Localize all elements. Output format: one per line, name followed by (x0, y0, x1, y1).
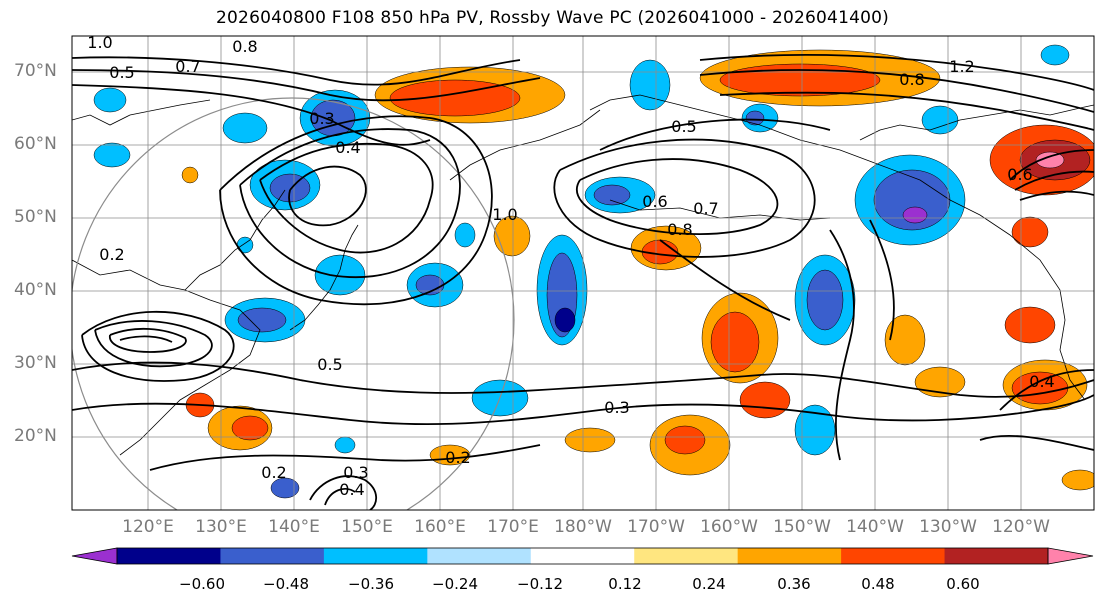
lon-label: 130°E (195, 517, 247, 537)
contour-label: 1.2 (949, 57, 974, 76)
colorbar-segment (323, 548, 428, 564)
lat-label: 70°N (14, 61, 57, 81)
contour-label: 0.7 (175, 57, 200, 76)
colorbar-segment (737, 548, 842, 564)
contour-label: 0.8 (667, 220, 692, 239)
contour-labels: 1.0 0.80.70.50.20.30.41.20.60.80.30.20.40… (87, 33, 1054, 499)
colorbar-tick-label: −0.12 (517, 575, 563, 593)
colorbar-extend-low (71, 547, 118, 565)
colorbar-tick-label: 0.36 (777, 575, 811, 593)
colorbar-segment (220, 548, 325, 564)
colorbar-frame (116, 547, 1049, 565)
colorbar-segment (634, 548, 739, 564)
colorbar-segment (530, 548, 635, 564)
lon-label: 120°W (992, 517, 1050, 537)
anomaly-shading (93, 44, 1094, 499)
contour-label: 0.3 (343, 463, 368, 482)
colorbar-tick-label: −0.48 (263, 575, 309, 593)
pv-contours (72, 53, 1094, 510)
contour-label: 0.5 (109, 63, 134, 82)
lon-label: 160°E (414, 517, 466, 537)
colorbar-extend-high (1047, 547, 1094, 565)
contour-label: 1.0 (492, 205, 517, 224)
lon-label: 150°E (341, 517, 393, 537)
contour-label: 0.5 (671, 117, 696, 136)
lon-label: 140°E (268, 517, 320, 537)
contour-label: 0.8 (232, 37, 257, 56)
contour-label: 0.5 (317, 355, 342, 374)
colorbar-segment (427, 548, 532, 564)
colorbar-segment (117, 548, 221, 564)
contour-label: 0.8 (899, 70, 924, 89)
contour-label: 0.4 (335, 138, 360, 157)
colorbar-tick-label: −0.36 (348, 575, 394, 593)
contour-label: 0.2 (99, 245, 124, 264)
colorbar-segment (841, 548, 946, 564)
lat-label: 40°N (14, 280, 57, 300)
lat-label: 20°N (14, 426, 57, 446)
map-frame (71, 35, 1095, 511)
lon-label: 150°W (773, 517, 831, 537)
lon-label: 180°W (554, 517, 612, 537)
contour-label: 0.6 (1007, 165, 1032, 184)
colorbar-tick-label: 0.48 (861, 575, 895, 593)
contour-label: 0.3 (604, 398, 629, 417)
colorbar-tick-label: −0.60 (179, 575, 225, 593)
contour-label: 0.4 (339, 480, 364, 499)
contour-label: 1.0 (87, 33, 112, 52)
contour-label: 0.7 (693, 199, 718, 218)
lon-label: 170°E (487, 517, 539, 537)
contour-label: 0.6 (642, 192, 667, 211)
colorbar-tick-label: 0.12 (608, 575, 642, 593)
lat-label: 30°N (14, 353, 57, 373)
colorbar-tick-label: −0.24 (432, 575, 478, 593)
colorbar-segment (944, 548, 1049, 564)
lon-label: 170°W (627, 517, 685, 537)
lat-label: 60°N (14, 134, 57, 154)
contour-label: 0.3 (309, 109, 334, 128)
lon-label: 120°E (122, 517, 174, 537)
contour-label: 0.2 (261, 463, 286, 482)
graticule (72, 36, 1094, 510)
colorbar (71, 547, 1094, 565)
contour-label: 0.2 (445, 448, 470, 467)
map-title: 2026040800 F108 850 hPa PV, Rossby Wave … (216, 8, 889, 28)
contour-label: 0.4 (1029, 372, 1054, 391)
map-area (72, 36, 1094, 510)
lat-label: 50°N (14, 207, 57, 227)
lon-label: 160°W (700, 517, 758, 537)
colorbar-tick-label: 0.24 (692, 575, 726, 593)
range-circle (72, 97, 515, 510)
lon-label: 130°W (919, 517, 977, 537)
lon-label: 140°W (846, 517, 904, 537)
colorbar-tick-label: 0.60 (946, 575, 980, 593)
